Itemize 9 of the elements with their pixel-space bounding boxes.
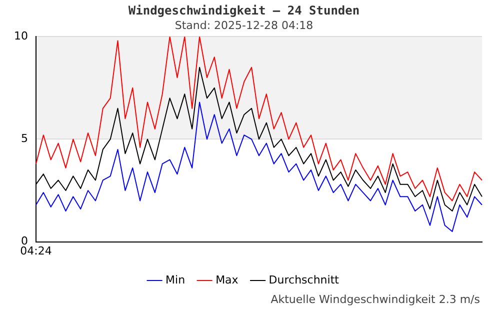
- x-tick-label: 04:24: [20, 244, 52, 258]
- y-tick-label: 5: [20, 132, 28, 146]
- text: Aktuelle Windgeschwindigkeit 2.3 m/s: [270, 293, 480, 306]
- legend-label: Min: [166, 273, 186, 286]
- chart-subtitle: Stand: 2025-12-28 04:18: [174, 18, 314, 32]
- y-tick-label: 10: [14, 29, 28, 42]
- chart-title: Windgeschwindigkeit – 24 Stunden: [128, 3, 360, 18]
- legend-label: Max: [216, 273, 239, 286]
- legend-label: Durchschnitt: [268, 273, 340, 286]
